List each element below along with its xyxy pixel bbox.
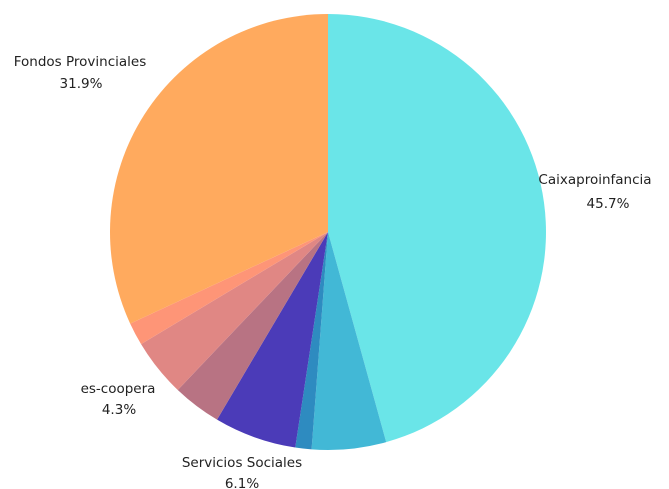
slice-label-fondos-provinciales: Fondos Provinciales xyxy=(14,54,147,70)
slice-value-servicios-sociales: 6.1% xyxy=(225,476,259,489)
pie-slice-servicios-sociales xyxy=(217,232,328,448)
slice-label-es-coopera: es-coopera xyxy=(81,381,156,397)
slice-value-fondos-provinciales: 31.9% xyxy=(60,76,103,92)
slice-labels: Caixaproinfancia 45.7% Fondos Provincial… xyxy=(14,54,652,489)
pie-slice-unlabeled-6 xyxy=(130,232,328,345)
slice-value-caixaproinfancia: 45.7% xyxy=(587,196,630,212)
slice-label-servicios-sociales: Servicios Sociales xyxy=(182,455,302,471)
pie-slice-unlabeled-1 xyxy=(311,232,387,450)
pie-slice-fondos-provinciales xyxy=(110,14,328,324)
pie-slice-unlabeled-4 xyxy=(177,232,328,420)
pie-slice-caixaproinfancia xyxy=(328,14,546,443)
pie-slice-unlabeled-2 xyxy=(295,232,328,450)
pie-slice-es-coopera xyxy=(141,232,328,390)
slice-value-es-coopera: 4.3% xyxy=(102,402,136,418)
slice-label-caixaproinfancia: Caixaproinfancia xyxy=(538,172,651,188)
pie-slices xyxy=(110,14,546,450)
